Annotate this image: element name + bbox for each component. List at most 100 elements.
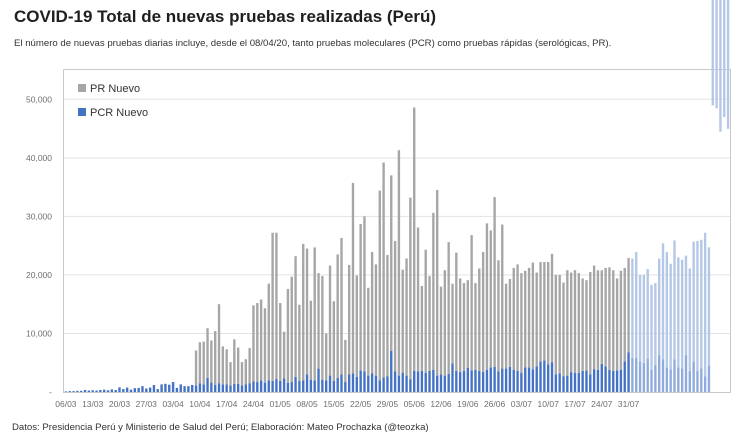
bar-pcr bbox=[217, 383, 221, 392]
bar-pr bbox=[325, 333, 328, 381]
chart-subtitle: El número de nuevas pruebas diarias incl… bbox=[14, 38, 612, 49]
bar-pr bbox=[703, 232, 707, 377]
bar-pr bbox=[508, 279, 512, 367]
bar-pcr bbox=[148, 387, 152, 392]
bar-pcr bbox=[573, 372, 577, 392]
chart-source: Datos: Presidencia Perú y Ministerio de … bbox=[12, 422, 429, 433]
bar-pcr bbox=[512, 369, 515, 392]
bar-pr bbox=[581, 278, 584, 371]
bar-pcr bbox=[550, 362, 554, 392]
bar-pr bbox=[497, 260, 500, 372]
bar-pcr bbox=[145, 388, 148, 392]
bar-pcr bbox=[125, 387, 129, 392]
bar-pcr bbox=[432, 369, 435, 392]
bar-pcr bbox=[95, 390, 98, 392]
bar-pcr bbox=[673, 359, 676, 392]
bar-pcr bbox=[298, 380, 301, 392]
legend: PR Nuevo PCR Nuevo bbox=[78, 83, 148, 119]
bar-pcr bbox=[420, 370, 424, 392]
y-tick-label: 40,000 bbox=[26, 153, 52, 163]
bar-pr bbox=[236, 347, 240, 384]
x-tick-label: 01/05 bbox=[270, 399, 292, 409]
bar-pcr bbox=[305, 374, 309, 392]
bar-pcr bbox=[91, 390, 94, 392]
bar-pcr bbox=[171, 382, 175, 392]
x-tick-label: 29/05 bbox=[377, 399, 399, 409]
bar-pcr bbox=[290, 382, 293, 392]
bar-pr bbox=[627, 257, 630, 353]
bar-pr bbox=[202, 341, 205, 385]
bar-pr bbox=[305, 248, 309, 375]
bar-pr bbox=[447, 242, 450, 374]
x-tick-label: 08/05 bbox=[296, 399, 318, 409]
bar-pr bbox=[248, 348, 251, 384]
bar-pr bbox=[344, 339, 347, 383]
bar-pcr bbox=[508, 366, 512, 392]
bar-pr bbox=[585, 280, 588, 371]
bar-pcr bbox=[206, 377, 209, 392]
bar-pr bbox=[267, 283, 270, 381]
bar-pr bbox=[298, 304, 301, 381]
bar-pr bbox=[317, 273, 320, 369]
bar-pcr bbox=[309, 379, 313, 392]
legend-item-pcr: PCR Nuevo bbox=[78, 107, 148, 119]
bar-pcr bbox=[225, 384, 228, 392]
x-tick-label: 24/04 bbox=[243, 399, 265, 409]
y-tick-label: 30,000 bbox=[26, 211, 52, 221]
bar-pr bbox=[328, 265, 332, 376]
bar-pr bbox=[680, 259, 684, 369]
bar-pr bbox=[646, 269, 649, 359]
bar-pcr bbox=[493, 366, 496, 392]
bar-pcr bbox=[194, 385, 198, 392]
bar-pr bbox=[397, 150, 401, 376]
bar-pcr bbox=[282, 378, 286, 392]
bar-pr bbox=[623, 267, 626, 362]
y-tick-label: 10,000 bbox=[26, 328, 52, 338]
bar-pcr bbox=[355, 376, 358, 392]
bar-pr bbox=[424, 249, 427, 373]
bar-pcr bbox=[202, 384, 205, 392]
bar-pcr bbox=[531, 369, 535, 392]
bar-pcr bbox=[137, 387, 140, 392]
bar-pr bbox=[313, 247, 316, 381]
bar-pr bbox=[600, 270, 603, 364]
bar-pr bbox=[543, 262, 546, 361]
bar-pr bbox=[210, 340, 213, 383]
bar-pcr bbox=[191, 384, 194, 392]
bar-pr bbox=[539, 262, 542, 362]
bar-pcr bbox=[615, 370, 619, 392]
bar-pcr bbox=[439, 374, 443, 392]
bar-pcr bbox=[156, 389, 159, 392]
bar-pcr bbox=[99, 389, 102, 392]
bar-pcr bbox=[141, 386, 144, 392]
bar-pcr bbox=[351, 373, 355, 392]
bar-pr bbox=[524, 270, 527, 368]
bar-pr bbox=[351, 182, 355, 374]
bar-pr bbox=[566, 270, 569, 376]
bar-pcr bbox=[363, 371, 366, 392]
bar-pcr bbox=[325, 380, 328, 392]
bar-pcr bbox=[524, 367, 527, 392]
bar-pcr bbox=[581, 370, 584, 392]
bar-pcr bbox=[179, 384, 182, 392]
bar-pcr bbox=[133, 388, 136, 392]
bar-pr bbox=[321, 276, 324, 380]
bar-pcr bbox=[183, 386, 186, 392]
bar-pcr bbox=[696, 370, 699, 392]
bar-pr bbox=[198, 342, 202, 384]
bar-pr bbox=[214, 331, 217, 385]
bar-pr bbox=[451, 283, 454, 364]
bar-pcr bbox=[700, 368, 703, 392]
bar-pr bbox=[340, 238, 343, 375]
bar-pcr bbox=[451, 363, 454, 392]
bar-pcr bbox=[688, 370, 691, 392]
bar-pr bbox=[642, 274, 646, 363]
bar-pr bbox=[658, 258, 661, 356]
bar-pr bbox=[420, 286, 424, 371]
bar-pcr bbox=[294, 376, 297, 392]
bar-pr bbox=[225, 349, 228, 385]
bar-pr bbox=[650, 284, 653, 370]
x-tick-label: 20/03 bbox=[109, 399, 131, 409]
bar-pcr bbox=[577, 372, 580, 392]
x-tick-label: 26/06 bbox=[484, 399, 506, 409]
